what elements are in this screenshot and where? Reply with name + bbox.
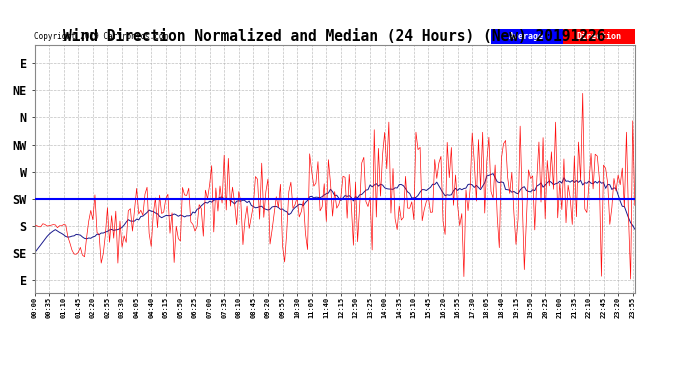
Text: Copyright 2019 Cartronics.com: Copyright 2019 Cartronics.com [34, 32, 168, 41]
FancyBboxPatch shape [563, 29, 635, 44]
FancyBboxPatch shape [491, 29, 563, 44]
Text: Average: Average [509, 32, 544, 41]
Text: Direction: Direction [576, 32, 621, 41]
Title: Wind Direction Normalized and Median (24 Hours) (New) 20191226: Wind Direction Normalized and Median (24… [63, 29, 606, 44]
